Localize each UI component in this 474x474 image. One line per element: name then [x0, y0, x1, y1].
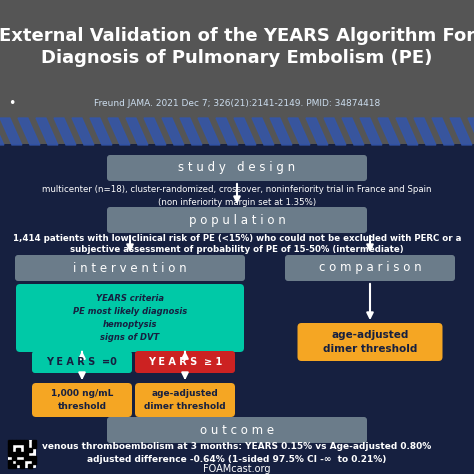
Polygon shape	[342, 118, 364, 145]
Bar	[24, 452, 28, 456]
Polygon shape	[72, 118, 94, 145]
Polygon shape	[234, 118, 256, 145]
Bar	[28, 464, 32, 468]
Text: Freund JAMA. 2021 Dec 7; 326(21):2141-2149. PMID: 34874418: Freund JAMA. 2021 Dec 7; 326(21):2141-21…	[94, 99, 380, 108]
Bar	[24, 448, 28, 452]
Polygon shape	[396, 118, 418, 145]
Polygon shape	[90, 118, 112, 145]
Polygon shape	[270, 118, 292, 145]
FancyBboxPatch shape	[107, 155, 367, 181]
FancyBboxPatch shape	[8, 440, 36, 468]
Text: Y E A R S  ≥ 1: Y E A R S ≥ 1	[148, 357, 222, 367]
Bar	[32, 460, 36, 464]
Text: FOAMcast.org: FOAMcast.org	[203, 464, 271, 474]
Bar	[8, 464, 12, 468]
FancyBboxPatch shape	[135, 351, 235, 373]
Bar	[24, 456, 28, 460]
Bar	[20, 452, 24, 456]
Polygon shape	[54, 118, 76, 145]
Text: age-adjusted
dimer threshold: age-adjusted dimer threshold	[144, 389, 226, 411]
Bar	[28, 448, 32, 452]
Text: o u t c o m e: o u t c o m e	[200, 423, 274, 437]
Bar	[8, 452, 12, 456]
Polygon shape	[432, 118, 454, 145]
Text: Y E A R S  =0: Y E A R S =0	[46, 357, 118, 367]
Bar	[32, 440, 36, 444]
Polygon shape	[288, 118, 310, 145]
Polygon shape	[0, 118, 4, 145]
Bar	[12, 452, 16, 456]
Bar	[12, 464, 16, 468]
Bar	[8, 440, 12, 444]
Polygon shape	[108, 118, 130, 145]
Bar	[20, 460, 24, 464]
FancyBboxPatch shape	[107, 207, 367, 233]
Polygon shape	[18, 118, 40, 145]
FancyBboxPatch shape	[298, 323, 443, 361]
Bar	[20, 464, 24, 468]
Bar	[8, 444, 12, 448]
Polygon shape	[306, 118, 328, 145]
Polygon shape	[144, 118, 166, 145]
FancyBboxPatch shape	[32, 383, 132, 417]
Text: YEARS criteria
PE most likely diagnosis
hemoptysis
signs of DVT: YEARS criteria PE most likely diagnosis …	[73, 294, 187, 342]
FancyBboxPatch shape	[107, 417, 367, 443]
Text: External Validation of the YEARS Algorithm For
Diagnosis of Pulmonary Embolism (: External Validation of the YEARS Algorit…	[0, 27, 474, 67]
FancyBboxPatch shape	[0, 0, 474, 144]
Bar	[16, 452, 20, 456]
FancyBboxPatch shape	[32, 351, 132, 373]
Polygon shape	[36, 118, 58, 145]
Bar	[8, 448, 12, 452]
FancyBboxPatch shape	[15, 255, 245, 281]
Text: multicenter (n=18), cluster-randomized, crossover, noninferiority trial in Franc: multicenter (n=18), cluster-randomized, …	[42, 185, 432, 207]
Text: venous thromboembolism at 3 months: YEARS 0.15% vs Age-adjusted 0.80%
adjusted d: venous thromboembolism at 3 months: YEAR…	[42, 442, 432, 464]
Text: •: •	[8, 97, 15, 109]
Bar	[8, 460, 12, 464]
Text: i n t e r v e n t i o n: i n t e r v e n t i o n	[73, 262, 187, 274]
Polygon shape	[162, 118, 184, 145]
Text: age-adjusted
dimer threshold: age-adjusted dimer threshold	[323, 330, 417, 354]
FancyBboxPatch shape	[135, 383, 235, 417]
FancyBboxPatch shape	[0, 145, 474, 473]
FancyBboxPatch shape	[285, 255, 455, 281]
Polygon shape	[468, 118, 474, 145]
FancyBboxPatch shape	[16, 284, 244, 352]
Polygon shape	[378, 118, 400, 145]
Bar	[16, 448, 20, 452]
Text: s t u d y   d e s i g n: s t u d y d e s i g n	[178, 162, 296, 174]
Polygon shape	[0, 118, 22, 145]
Bar	[12, 440, 16, 444]
Text: p o p u l a t i o n: p o p u l a t i o n	[189, 213, 285, 227]
Polygon shape	[216, 118, 238, 145]
Polygon shape	[198, 118, 220, 145]
Polygon shape	[414, 118, 436, 145]
Polygon shape	[180, 118, 202, 145]
Bar	[24, 440, 28, 444]
Bar	[20, 440, 24, 444]
Bar	[24, 444, 28, 448]
Text: 1,414 patients with low clinical risk of PE (<15%) who could not be excluded wit: 1,414 patients with low clinical risk of…	[13, 234, 461, 255]
Bar	[16, 460, 20, 464]
Polygon shape	[324, 118, 346, 145]
Text: c o m p a r i s o n: c o m p a r i s o n	[319, 262, 421, 274]
Polygon shape	[360, 118, 382, 145]
Text: 1,000 ng/mL
threshold: 1,000 ng/mL threshold	[51, 389, 113, 411]
Bar	[28, 456, 32, 460]
Polygon shape	[252, 118, 274, 145]
Polygon shape	[126, 118, 148, 145]
Bar	[32, 444, 36, 448]
Bar	[32, 456, 36, 460]
Bar	[16, 440, 20, 444]
Bar	[12, 456, 16, 460]
Polygon shape	[450, 118, 472, 145]
